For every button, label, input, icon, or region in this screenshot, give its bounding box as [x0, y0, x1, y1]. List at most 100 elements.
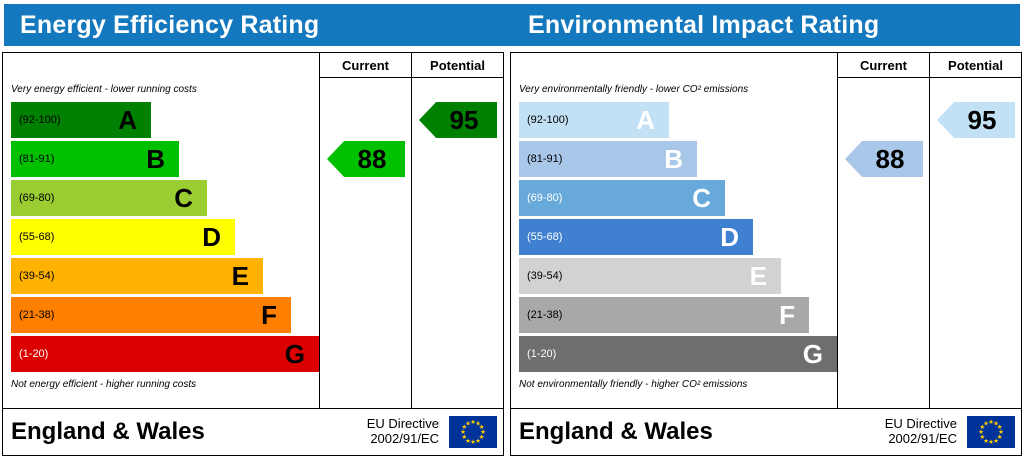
svg-text:★: ★: [993, 437, 999, 445]
energy-potential-body: 95: [412, 78, 503, 408]
band-letter-label: G: [284, 339, 305, 369]
band-range-label: (69-80): [19, 192, 55, 204]
band-letter-label: A: [118, 105, 137, 135]
environmental-impact-panel: Very environmentally friendly - lower CO…: [510, 52, 1022, 456]
band-f: (21-38) F: [519, 297, 809, 333]
environmental-chart-area: Very environmentally friendly - lower CO…: [511, 53, 1021, 408]
svg-text:★: ★: [475, 420, 481, 428]
energy-current-column: Current 88: [319, 53, 411, 408]
band-letter-label: B: [146, 144, 165, 174]
environmental-potential-header: Potential: [930, 53, 1021, 78]
svg-text:★: ★: [997, 433, 1003, 441]
energy-current-header: Current: [320, 53, 411, 78]
energy-band-list: (92-100) A (81-91) B (69-80) C (55-68) D (39-54)…: [11, 102, 319, 372]
environmental-current-header: Current: [838, 53, 929, 78]
band-range-label: (39-54): [19, 270, 55, 282]
svg-text:★: ★: [979, 433, 985, 441]
svg-text:★: ★: [988, 418, 994, 426]
energy-bands-header-spacer: [3, 53, 319, 78]
environmental-bands-body: Very environmentally friendly - lower CO…: [511, 78, 837, 408]
energy-region-label: England & Wales: [11, 418, 205, 445]
band-range-label: (81-91): [19, 153, 55, 165]
svg-text:★: ★: [479, 433, 485, 441]
band-e: (39-54) E: [11, 258, 263, 294]
band-letter-label: G: [802, 339, 823, 369]
svg-text:★: ★: [465, 420, 471, 428]
band-range-label: (21-38): [527, 309, 563, 321]
environmental-potential-body: 95: [930, 78, 1021, 408]
band-g: (1-20) G: [11, 336, 319, 372]
environmental-bottom-note: Not environmentally friendly - higher CO…: [519, 379, 748, 390]
svg-text:★: ★: [470, 438, 476, 446]
title-bar: Energy Efficiency Rating Environmental I…: [4, 4, 1020, 46]
environmental-directive-line1: EU Directive: [884, 416, 957, 432]
band-range-label: (92-100): [527, 114, 569, 126]
environmental-directive-label: EU Directive 2002/91/EC: [884, 416, 957, 447]
energy-chart-area: Very energy efficient - lower running co…: [3, 53, 503, 408]
band-range-label: (1-20): [19, 348, 49, 360]
environmental-potential-arrow: 95: [937, 102, 1015, 138]
svg-text:★: ★: [480, 428, 486, 436]
eu-flag-icon: ★ ★★★★★★★★★★★: [967, 416, 1015, 448]
environmental-band-list: (92-100) A (81-91) B (69-80) C (55-68) D (39-54)…: [519, 102, 837, 372]
band-b: (81-91) B: [519, 141, 697, 177]
energy-top-note: Very energy efficient - lower running co…: [11, 84, 197, 95]
energy-potential-header: Potential: [412, 53, 503, 78]
band-range-label: (55-68): [527, 231, 563, 243]
band-range-label: (39-54): [527, 270, 563, 282]
energy-footer: England & Wales EU Directive 2002/91/EC …: [3, 408, 503, 455]
svg-text:★: ★: [988, 438, 994, 446]
band-d: (55-68) D: [519, 219, 753, 255]
svg-text:★: ★: [465, 437, 471, 445]
band-c: (69-80) C: [11, 180, 207, 216]
svg-text:★: ★: [460, 428, 466, 436]
band-letter-label: D: [720, 222, 739, 252]
band-letter-label: F: [261, 300, 277, 330]
environmental-rating-title: Environmental Impact Rating: [528, 10, 880, 39]
band-range-label: (69-80): [527, 192, 563, 204]
band-f: (21-38) F: [11, 297, 291, 333]
band-a: (92-100) A: [11, 102, 151, 138]
band-letter-label: C: [692, 183, 711, 213]
energy-directive-line2: 2002/91/EC: [370, 431, 439, 446]
band-range-label: (81-91): [527, 153, 563, 165]
svg-text:★: ★: [461, 433, 467, 441]
band-d: (55-68) D: [11, 219, 235, 255]
environmental-footer: England & Wales EU Directive 2002/91/EC …: [511, 408, 1021, 455]
svg-text:★: ★: [997, 423, 1003, 431]
energy-bands-body: Very energy efficient - lower running co…: [3, 78, 319, 408]
energy-potential-column: Potential 95: [411, 53, 503, 408]
band-letter-label: E: [749, 261, 767, 291]
band-e: (39-54) E: [519, 258, 781, 294]
energy-directive-line1: EU Directive: [366, 416, 439, 432]
band-letter-label: B: [664, 144, 683, 174]
svg-text:★: ★: [979, 423, 985, 431]
environmental-potential-column: Potential 95: [929, 53, 1021, 408]
band-c: (69-80) C: [519, 180, 725, 216]
band-range-label: (21-38): [19, 309, 55, 321]
band-letter-label: F: [779, 300, 795, 330]
eu-flag-icon: ★ ★★★★★★★★★★★: [449, 416, 497, 448]
environmental-top-note: Very environmentally friendly - lower CO…: [519, 84, 749, 95]
svg-text:★: ★: [470, 418, 476, 426]
rating-panels: Very energy efficient - lower running co…: [2, 52, 1022, 456]
band-range-label: (55-68): [19, 231, 55, 243]
band-letter-label: A: [636, 105, 655, 135]
environmental-directive-line2: 2002/91/EC: [888, 431, 957, 446]
svg-text:★: ★: [475, 437, 481, 445]
energy-current-body: 88: [320, 78, 411, 408]
band-letter-label: D: [202, 222, 221, 252]
energy-directive-label: EU Directive 2002/91/EC: [366, 416, 439, 447]
band-range-label: (1-20): [527, 348, 557, 360]
energy-current-arrow: 88: [327, 141, 405, 177]
svg-text:★: ★: [461, 423, 467, 431]
svg-text:★: ★: [998, 428, 1004, 436]
band-letter-label: C: [174, 183, 193, 213]
energy-bands-column: Very energy efficient - lower running co…: [3, 53, 319, 408]
environmental-current-column: Current 88: [837, 53, 929, 408]
energy-bottom-note: Not energy efficient - higher running co…: [11, 379, 197, 390]
energy-potential-arrow: 95: [419, 102, 497, 138]
svg-text:★: ★: [978, 428, 984, 436]
svg-text:★: ★: [983, 420, 989, 428]
